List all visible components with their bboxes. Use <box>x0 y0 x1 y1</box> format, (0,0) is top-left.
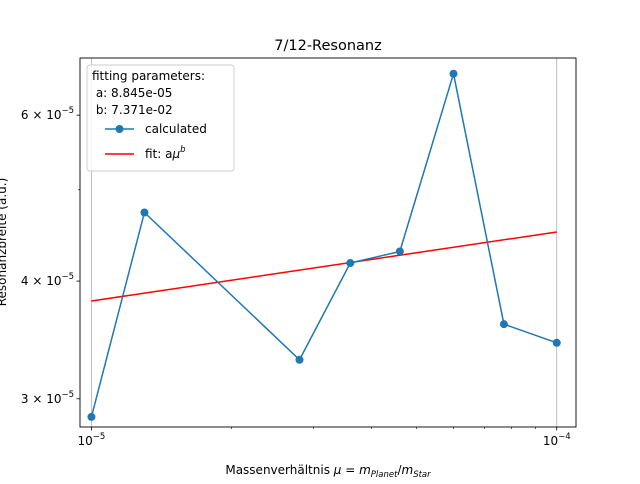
plot-series <box>87 69 561 421</box>
series-calculated-point-4 <box>395 247 404 256</box>
y-tick-label-0: 3 × 10−5 <box>21 390 74 406</box>
legend-title-line3: b: 7.371e-02 <box>92 103 173 117</box>
legend: fitting parameters: a: 8.845e-05 b: 7.37… <box>86 64 235 172</box>
y-tick-label-2: 6 × 10−5 <box>21 106 74 122</box>
legend-calculated-marker <box>115 125 124 133</box>
series-calculated-point-7 <box>552 338 561 347</box>
series-calculated-point-3 <box>346 259 355 268</box>
axis-ticks: 10−5 10−4 3 × 10−5 4 × 10−5 6 × 10−5 <box>21 106 571 448</box>
series-calculated-point-5 <box>449 69 458 78</box>
series-fit-line <box>91 231 557 302</box>
series-calculated-point-6 <box>499 320 508 329</box>
x-tick-label-1: 10−4 <box>543 432 571 448</box>
plot-frame <box>79 57 577 428</box>
x-tick-label-0: 10−5 <box>78 432 106 448</box>
series-calculated-point-0 <box>87 412 96 421</box>
legend-frame <box>86 64 235 172</box>
chart-title: 7/12-Resonanz <box>274 38 381 54</box>
x-axis-label: Massenverhältnis μ = mPlanet/mStar <box>225 463 431 480</box>
series-calculated-point-1 <box>140 208 149 217</box>
series-calculated-line <box>90 73 557 418</box>
legend-title-line2: a: 8.845e-05 <box>92 86 172 100</box>
legend-title-line1: fitting parameters: <box>92 69 205 83</box>
series-calculated-point-2 <box>295 355 304 364</box>
legend-calculated-label: calculated <box>145 122 207 136</box>
legend-fit-label: fit: aμb <box>145 145 186 161</box>
y-tick-label-1: 4 × 10−5 <box>21 272 74 288</box>
y-axis-label: Resonanzbreite (a.u.) <box>0 178 9 307</box>
